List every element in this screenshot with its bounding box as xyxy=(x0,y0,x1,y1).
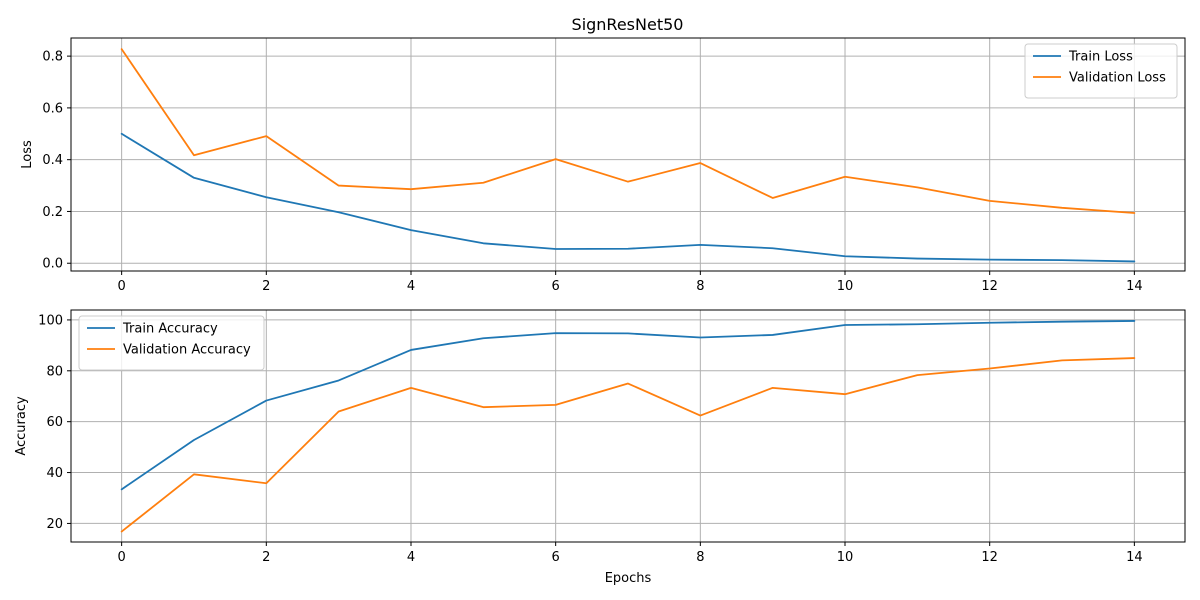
x-tick-label: 0 xyxy=(117,279,125,294)
plot-frame xyxy=(70,309,1186,543)
chart-title: SignResNet50 xyxy=(572,15,684,34)
y-tick-label: 0.4 xyxy=(42,153,63,168)
series-line-train-loss xyxy=(120,132,1136,263)
legend: Train Accuracy Validation Accuracy xyxy=(78,315,265,371)
x-tick-label: 4 xyxy=(407,550,415,565)
x-tick-label: 12 xyxy=(981,550,998,565)
y-tick-label: 60 xyxy=(46,415,63,430)
x-tick-label: 6 xyxy=(552,550,560,565)
legend-box xyxy=(1024,43,1178,99)
legend: Train Loss Validation Loss xyxy=(1024,43,1178,99)
legend-box xyxy=(78,315,265,371)
x-tick-label: 14 xyxy=(1126,279,1143,294)
x-tick-label: 8 xyxy=(696,279,704,294)
y-tick-label: 0.6 xyxy=(42,101,63,116)
legend-label: Validation Loss xyxy=(1069,71,1166,86)
legend-label: Train Accuracy xyxy=(122,322,218,337)
y-axis-label: Accuracy xyxy=(14,396,29,456)
x-tick-label: 0 xyxy=(117,550,125,565)
x-tick-label: 8 xyxy=(696,550,704,565)
y-tick-label: 20 xyxy=(46,517,63,532)
series-line-train-accuracy xyxy=(120,320,1136,491)
legend-label: Validation Accuracy xyxy=(123,343,251,358)
y-tick-label: 40 xyxy=(46,466,63,481)
y-tick-label: 80 xyxy=(46,364,63,379)
x-axis-label: Epochs xyxy=(605,571,652,586)
x-tick-label: 2 xyxy=(262,550,270,565)
y-axis-label: Loss xyxy=(20,140,35,169)
y-tick-label: 0.2 xyxy=(42,205,63,220)
x-tick-label: 2 xyxy=(262,279,270,294)
series-line-validation-loss xyxy=(120,48,1136,214)
x-tick-label: 14 xyxy=(1126,550,1143,565)
x-tick-label: 4 xyxy=(407,279,415,294)
y-tick-label: 0.0 xyxy=(42,257,63,272)
x-tick-label: 10 xyxy=(837,279,854,294)
legend-label: Train Loss xyxy=(1068,50,1133,65)
x-tick-label: 12 xyxy=(981,279,998,294)
x-tick-label: 6 xyxy=(552,279,560,294)
x-tick-label: 10 xyxy=(837,550,854,565)
accuracy-panel: 0 2 4 6 8 10 12 14 20 40 60 80 100 Accuracy Epochs Trai… xyxy=(14,309,1186,586)
plot-frame xyxy=(70,37,1186,272)
y-tick-label: 100 xyxy=(38,313,63,328)
y-tick-label: 0.8 xyxy=(42,50,63,65)
series-line-validation-accuracy xyxy=(120,357,1136,533)
loss-panel: 0 2 4 6 8 10 12 14 0.0 0.2 0.4 0.6 0.8 Loss Train Loss… xyxy=(20,37,1186,294)
